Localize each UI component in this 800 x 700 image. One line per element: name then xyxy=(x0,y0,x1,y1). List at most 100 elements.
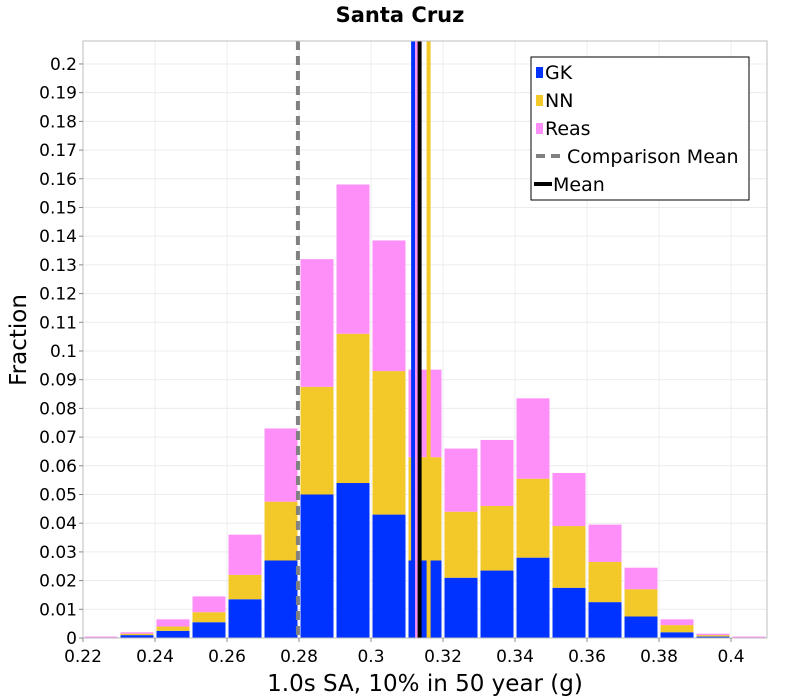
bar-nn xyxy=(624,589,658,617)
legend-box xyxy=(530,56,750,201)
chart-title: Santa Cruz xyxy=(336,3,465,27)
x-axis-label: 1.0s SA, 10% in 50 year (g) xyxy=(267,671,583,697)
legend-label-gk: GK xyxy=(545,62,573,84)
bar-reas xyxy=(372,240,406,372)
y-tick-label: 0.13 xyxy=(39,256,77,276)
y-tick-label: 0.06 xyxy=(39,457,77,477)
bar-nn xyxy=(552,526,586,588)
y-tick-label: 0.18 xyxy=(39,112,77,132)
mean-lines xyxy=(295,41,431,638)
legend-label-nn: NN xyxy=(545,90,573,112)
y-tick-label: 0.2 xyxy=(50,55,77,75)
y-tick-label: 0.1 xyxy=(50,342,77,362)
x-tick-label: 0.4 xyxy=(717,647,744,667)
x-tick-label: 0.38 xyxy=(640,647,678,667)
y-tick-label: 0.07 xyxy=(39,428,77,448)
bars xyxy=(84,184,766,638)
legend-label-mean: Mean xyxy=(553,174,605,196)
bar-reas xyxy=(228,534,262,575)
legend-swatch-reas xyxy=(536,123,543,134)
bar-gk xyxy=(228,599,262,638)
y-tick-label: 0.17 xyxy=(39,141,77,161)
x-tick-label: 0.36 xyxy=(568,647,606,667)
bar-reas xyxy=(444,448,478,512)
bar-nn xyxy=(480,505,514,571)
grid xyxy=(82,41,767,639)
bar-nn xyxy=(300,386,334,495)
y-axis-ticks: 0 0.01 0.02 0.03 0.04 0.05 0.06 0.07 0.08 0.09 0.1… xyxy=(39,55,83,649)
bar-nn xyxy=(120,633,154,636)
bar-nn xyxy=(156,626,190,631)
y-tick-label: 0.16 xyxy=(39,170,77,190)
bar-gk xyxy=(336,483,370,638)
bar-reas xyxy=(660,619,694,626)
bar-gk xyxy=(192,622,226,638)
y-tick-label: 0.14 xyxy=(39,227,77,247)
bar-gk xyxy=(372,514,406,638)
bar-nn xyxy=(192,612,226,623)
bar-nn xyxy=(696,635,730,637)
bar-reas xyxy=(696,633,730,636)
bar-nn xyxy=(516,478,550,558)
bar-reas xyxy=(120,632,154,634)
bar-nn xyxy=(336,333,370,484)
bar-reas xyxy=(336,184,370,334)
y-tick-label: 0.04 xyxy=(39,514,77,534)
y-tick-label: 0.15 xyxy=(39,198,77,218)
bar-gk xyxy=(120,635,154,638)
bar-reas xyxy=(156,619,190,627)
bar-nn xyxy=(660,625,694,633)
bar-reas xyxy=(192,596,226,613)
y-axis-label: Fraction xyxy=(6,294,32,386)
legend-label-comparison-mean: Comparison Mean xyxy=(567,146,739,168)
y-tick-label: 0.12 xyxy=(39,285,77,305)
bar-gk xyxy=(588,602,622,638)
bar-nn xyxy=(588,561,622,603)
bar-reas xyxy=(552,472,586,527)
legend-label-reas: Reas xyxy=(545,118,591,140)
bar-reas xyxy=(480,439,514,506)
bar-nn xyxy=(372,371,406,515)
bar-gk xyxy=(696,636,730,638)
bar-gk xyxy=(516,557,550,638)
y-tick-label: 0 xyxy=(66,629,77,649)
y-tick-label: 0.05 xyxy=(39,485,77,505)
y-tick-label: 0.02 xyxy=(39,572,77,592)
bar-gk xyxy=(624,616,658,638)
bar-reas xyxy=(84,636,118,638)
x-tick-label: 0.34 xyxy=(496,647,534,667)
x-axis-ticks: 0.22 0.24 0.26 0.28 0.3 0.32 0.34 0.36 0.38 0.4 xyxy=(64,638,745,667)
bar-gk xyxy=(156,630,190,638)
x-tick-label: 0.28 xyxy=(280,647,318,667)
y-tick-label: 0.19 xyxy=(39,84,77,104)
x-tick-label: 0.32 xyxy=(424,647,462,667)
y-tick-label: 0.01 xyxy=(39,600,77,620)
y-tick-label: 0.03 xyxy=(39,543,77,563)
x-tick-label: 0.3 xyxy=(357,647,384,667)
bar-gk xyxy=(264,560,298,638)
bar-reas xyxy=(300,259,334,387)
bar-gk xyxy=(480,570,514,638)
bar-nn xyxy=(444,511,478,578)
bar-reas xyxy=(624,567,658,590)
bar-reas xyxy=(588,524,622,562)
bar-reas xyxy=(516,398,550,479)
y-tick-label: 0.11 xyxy=(39,313,77,333)
bar-gk xyxy=(300,494,334,638)
bar-gk xyxy=(444,577,478,638)
plot-frame xyxy=(82,40,768,639)
x-tick-label: 0.22 xyxy=(64,647,102,667)
x-tick-label: 0.26 xyxy=(208,647,246,667)
bar-nn xyxy=(264,501,298,561)
bar-reas xyxy=(264,428,298,502)
legend-swatch-nn xyxy=(536,95,543,106)
bar-gk xyxy=(660,632,694,638)
bar-gk xyxy=(552,587,586,638)
bar-nn xyxy=(228,574,262,600)
x-tick-label: 0.24 xyxy=(136,647,174,667)
legend: GK NN Reas Comparison Mean Mean xyxy=(530,56,750,201)
legend-swatch-gk xyxy=(536,67,543,78)
y-tick-label: 0.08 xyxy=(39,399,77,419)
bar-reas xyxy=(732,636,766,638)
